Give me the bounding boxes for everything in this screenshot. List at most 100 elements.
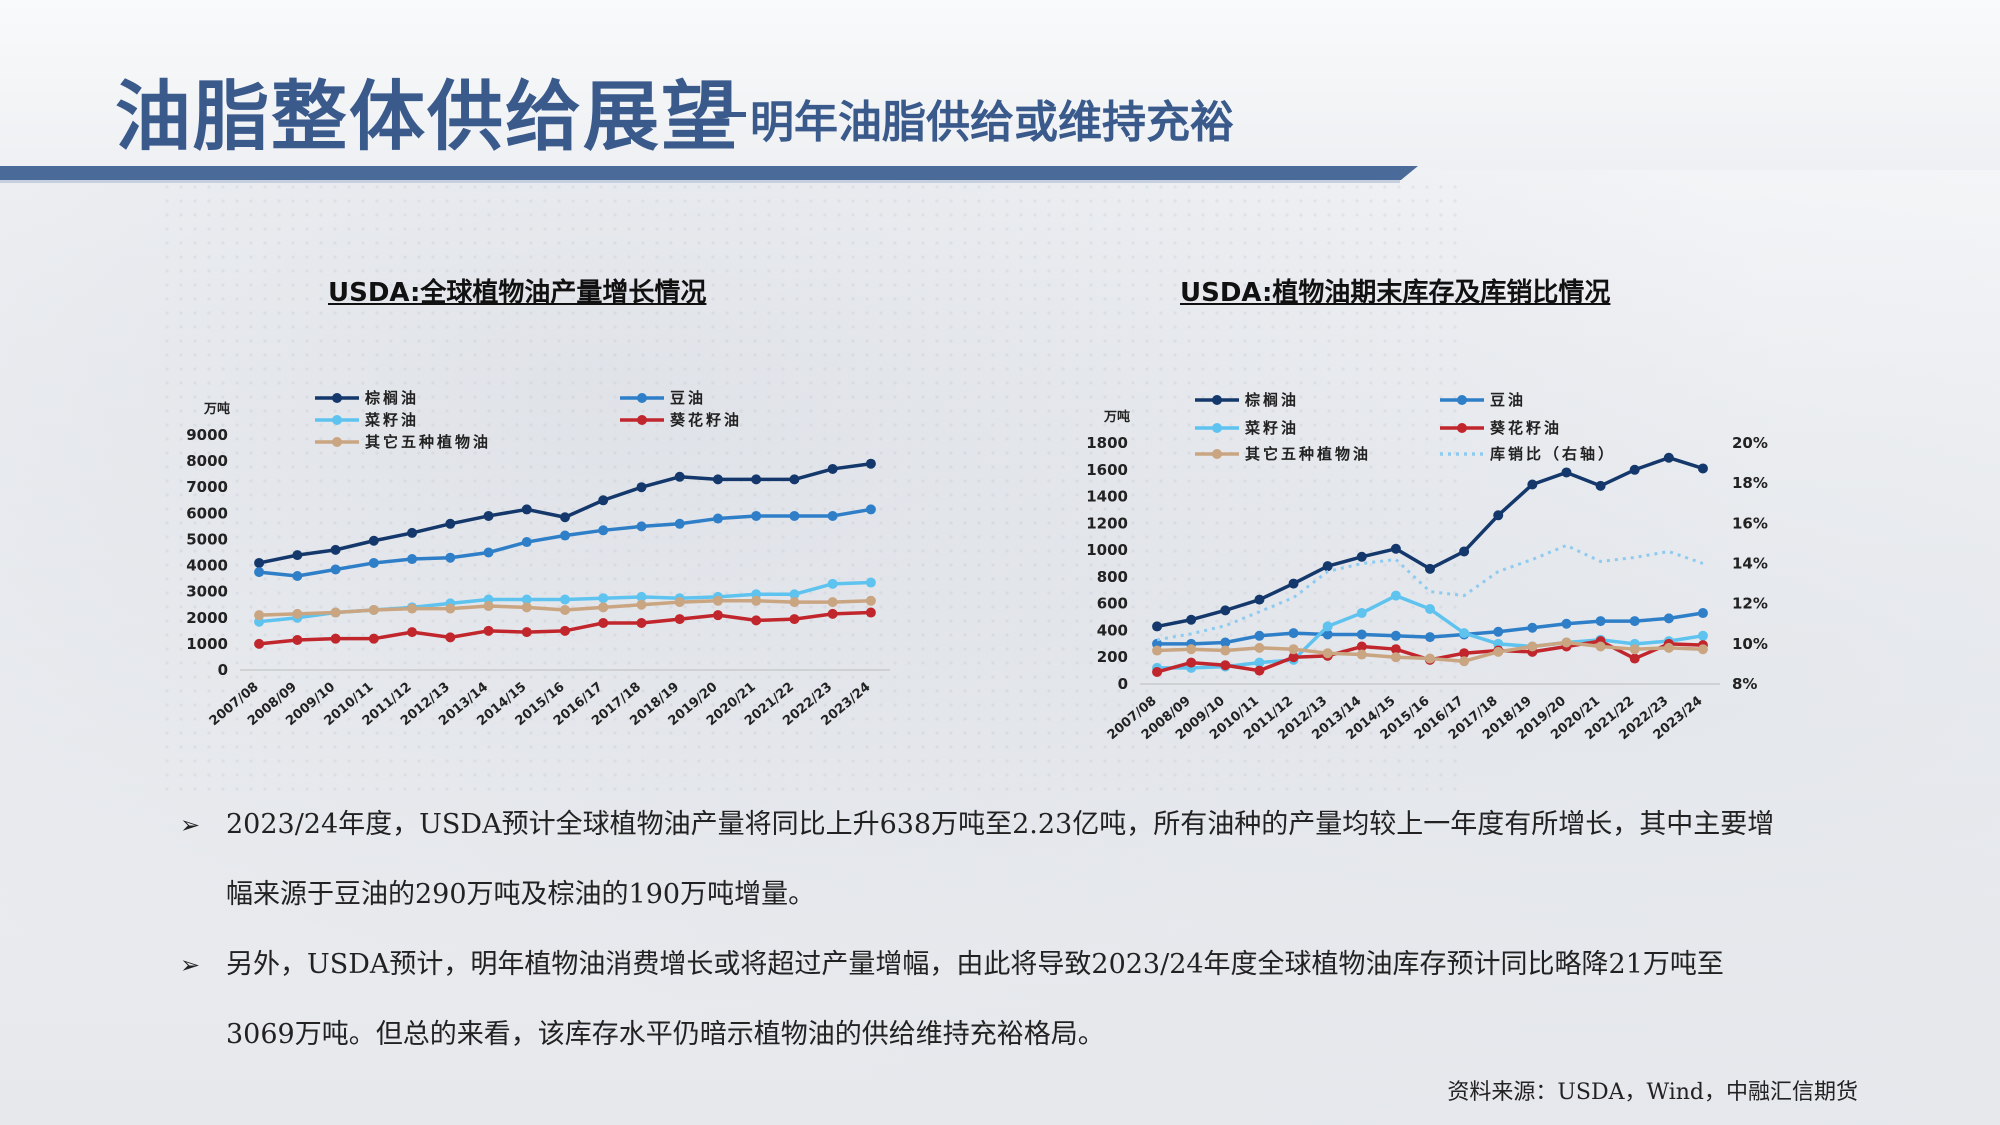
data-point	[1254, 630, 1265, 641]
data-point	[1390, 652, 1401, 663]
data-point	[751, 615, 762, 626]
y2-tick-label: 8%	[1732, 675, 1757, 693]
y-tick-label: 1200	[1086, 514, 1128, 532]
data-point	[368, 535, 379, 546]
data-point	[1220, 660, 1231, 671]
data-point	[407, 627, 418, 638]
y-tick-label: 7000	[186, 478, 228, 496]
y-axis-unit-label: 万吨	[1103, 409, 1130, 425]
y2-tick-label: 20%	[1732, 434, 1768, 452]
chart-title-production: USDA:全球植物油产量增长情况	[328, 278, 707, 308]
data-point	[483, 625, 494, 636]
bullet-text: 2023/24年度，USDA预计全球植物油产量将同比上升638万吨至2.23亿吨…	[226, 809, 1775, 910]
data-point	[1356, 608, 1367, 619]
data-point	[1561, 637, 1572, 648]
data-point	[865, 577, 876, 588]
data-point	[1629, 464, 1640, 475]
data-point	[445, 552, 456, 563]
legend-marker	[637, 415, 647, 425]
data-point	[1186, 614, 1197, 625]
data-point	[445, 632, 456, 643]
data-point	[368, 557, 379, 568]
data-point	[1220, 645, 1231, 656]
y-tick-label: 1000	[1086, 541, 1128, 559]
data-point	[1629, 616, 1640, 627]
data-point	[1493, 626, 1504, 637]
bullet-text: 另外，USDA预计，明年植物油消费增长或将超过产量增幅，由此将导致2023/24…	[226, 949, 1724, 1050]
data-point	[1595, 616, 1606, 627]
legend-marker	[1457, 423, 1467, 433]
data-point	[674, 471, 685, 482]
data-point	[1152, 621, 1163, 632]
data-point	[827, 578, 838, 589]
data-point	[1493, 510, 1504, 521]
data-point	[636, 618, 647, 628]
data-point	[1425, 604, 1435, 615]
legend-label: 其它五种植物油	[1245, 445, 1371, 463]
data-point	[1152, 645, 1163, 656]
legend-marker	[1212, 395, 1222, 405]
chart-title-stocks: USDA:植物油期末库存及库销比情况	[1180, 278, 1611, 308]
y-tick-label: 3000	[186, 583, 228, 601]
legend-label: 库销比（右轴）	[1490, 445, 1616, 463]
data-point	[483, 601, 494, 612]
data-point	[789, 510, 800, 521]
y-tick-label: 600	[1097, 595, 1128, 613]
data-point	[636, 591, 647, 602]
data-point	[636, 599, 647, 610]
legend-marker	[1212, 423, 1222, 433]
chart-stocks: 万吨 0 200 400 600 800 1000 1200 1400 1600 1800 8% 10%…	[1086, 391, 1768, 743]
data-point	[330, 633, 341, 644]
data-point	[1390, 630, 1401, 641]
data-point	[1459, 648, 1470, 659]
legend-marker	[1457, 395, 1467, 405]
data-point	[560, 530, 570, 541]
y-tick-label: 0	[218, 661, 228, 679]
header-rule-light	[0, 180, 1400, 183]
data-point	[1459, 656, 1470, 667]
data-point	[445, 518, 456, 529]
legend-label: 棕榈油	[365, 389, 419, 407]
data-point	[1288, 652, 1299, 663]
data-point	[483, 547, 494, 558]
chart-production: 万吨01000200030004000500060007000800090002…	[186, 389, 890, 729]
data-point	[521, 627, 532, 638]
y2-tick-label: 16%	[1732, 514, 1768, 532]
legend-label: 菜籽油	[364, 411, 419, 429]
data-point	[865, 607, 876, 618]
data-point	[1254, 657, 1265, 668]
data-point	[483, 510, 494, 521]
y2-tick-label: 10%	[1732, 635, 1768, 653]
data-point	[521, 537, 532, 548]
data-point	[1322, 561, 1333, 572]
data-point	[865, 595, 876, 606]
legend-marker	[332, 437, 342, 447]
y-tick-label: 1400	[1086, 488, 1128, 506]
data-point	[674, 614, 685, 625]
data-point	[1390, 590, 1401, 601]
data-point	[1527, 622, 1538, 633]
data-point	[712, 513, 723, 524]
data-point	[1288, 628, 1299, 639]
data-point	[407, 554, 418, 565]
legend-marker	[1212, 449, 1222, 459]
bullet-arrow-icon: ➢	[180, 951, 201, 979]
data-point	[712, 474, 723, 485]
data-point	[1561, 467, 1572, 478]
bullet-list: ➢ 2023/24年度，USDA预计全球植物油产量将同比上升638万吨至2.23…	[180, 790, 1780, 1070]
data-point	[521, 504, 532, 515]
data-point	[1322, 621, 1333, 632]
data-point	[1254, 665, 1265, 676]
data-point	[1356, 641, 1367, 652]
legend-label: 葵花籽油	[670, 411, 742, 429]
y2-tick-label: 12%	[1732, 595, 1768, 613]
data-point	[827, 608, 838, 619]
data-point	[445, 603, 456, 614]
data-point	[1288, 644, 1299, 655]
y2-tick-label: 14%	[1732, 555, 1768, 573]
data-point	[1425, 632, 1435, 643]
y-tick-label: 0	[1118, 675, 1128, 693]
data-point	[1425, 653, 1435, 664]
data-point	[1561, 618, 1572, 629]
